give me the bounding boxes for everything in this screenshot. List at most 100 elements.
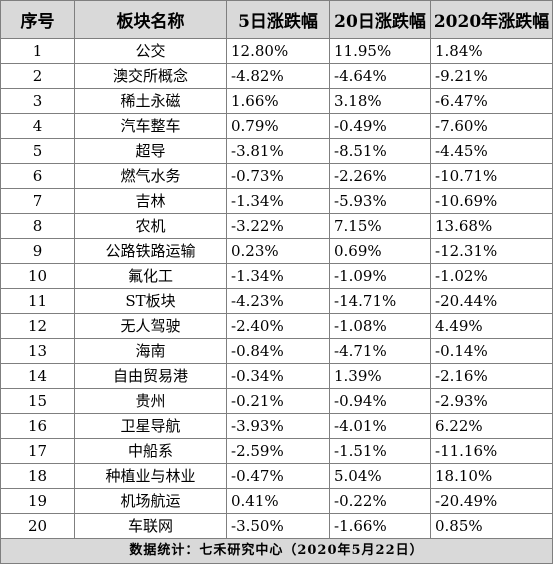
table-row: 8 农机 -3.22% 7.15% 13.68% [0, 213, 553, 239]
row-index: 18 [0, 463, 75, 489]
table-row: 12 无人驾驶 -2.40% -1.08% 4.49% [0, 313, 553, 339]
change-2020: 18.10% [430, 463, 553, 489]
sector-name: 车联网 [74, 513, 227, 539]
header-index: 序号 [0, 0, 75, 39]
sector-name: 无人驾驶 [74, 313, 227, 339]
table-row: 20 车联网 -3.50% -1.66% 0.85% [0, 513, 553, 539]
table-row: 3 稀土永磁 1.66% 3.18% -6.47% [0, 88, 553, 114]
table-row: 11 ST板块 -4.23% -14.71% -20.44% [0, 288, 553, 314]
change-2020: -10.71% [430, 163, 553, 189]
change-5d: -0.47% [226, 463, 330, 489]
table-row: 18 种植业与林业 -0.47% 5.04% 18.10% [0, 463, 553, 489]
table-row: 1 公交 12.80% 11.95% 1.84% [0, 38, 553, 64]
change-2020: -20.49% [430, 488, 553, 514]
sector-name: 超导 [74, 138, 227, 164]
data-source-note: 数据统计：七禾研究中心（2020年5月22日） [0, 538, 553, 564]
change-2020: -2.93% [430, 388, 553, 414]
change-5d: 0.23% [226, 238, 330, 264]
change-5d: 0.41% [226, 488, 330, 514]
header-row: 序号 板块名称 5日涨跌幅 20日涨跌幅 2020年涨跌幅 [0, 0, 553, 39]
change-5d: -3.22% [226, 213, 330, 239]
table-row: 14 自由贸易港 -0.34% 1.39% -2.16% [0, 363, 553, 389]
change-20d: -5.93% [329, 188, 431, 214]
row-index: 6 [0, 163, 75, 189]
sector-name: 稀土永磁 [74, 88, 227, 114]
change-5d: 1.66% [226, 88, 330, 114]
change-5d: -0.73% [226, 163, 330, 189]
change-5d: 12.80% [226, 38, 330, 64]
change-2020: -20.44% [430, 288, 553, 314]
change-20d: -2.26% [329, 163, 431, 189]
table-row: 10 氟化工 -1.34% -1.09% -1.02% [0, 263, 553, 289]
row-index: 11 [0, 288, 75, 314]
header-sector-name: 板块名称 [74, 0, 227, 39]
change-2020: 4.49% [430, 313, 553, 339]
change-5d: -2.59% [226, 438, 330, 464]
change-5d: -3.93% [226, 413, 330, 439]
row-index: 1 [0, 38, 75, 64]
change-2020: -4.45% [430, 138, 553, 164]
row-index: 5 [0, 138, 75, 164]
sector-name: ST板块 [74, 288, 227, 314]
change-5d: -3.50% [226, 513, 330, 539]
change-5d: -1.34% [226, 263, 330, 289]
change-5d: -0.84% [226, 338, 330, 364]
row-index: 16 [0, 413, 75, 439]
header-5d-change: 5日涨跌幅 [226, 0, 330, 39]
change-2020: -7.60% [430, 113, 553, 139]
footer-row: 数据统计：七禾研究中心（2020年5月22日） [0, 538, 553, 564]
sector-name: 卫星导航 [74, 413, 227, 439]
table-row: 5 超导 -3.81% -8.51% -4.45% [0, 138, 553, 164]
sector-name: 海南 [74, 338, 227, 364]
table-row: 13 海南 -0.84% -4.71% -0.14% [0, 338, 553, 364]
change-5d: -2.40% [226, 313, 330, 339]
header-2020-change: 2020年涨跌幅 [430, 0, 553, 39]
sector-name: 机场航运 [74, 488, 227, 514]
row-index: 10 [0, 263, 75, 289]
change-2020: 0.85% [430, 513, 553, 539]
change-20d: -14.71% [329, 288, 431, 314]
change-20d: -1.66% [329, 513, 431, 539]
change-2020: -6.47% [430, 88, 553, 114]
change-2020: -1.02% [430, 263, 553, 289]
change-20d: -1.08% [329, 313, 431, 339]
sector-name: 吉林 [74, 188, 227, 214]
change-20d: 11.95% [329, 38, 431, 64]
change-5d: -3.81% [226, 138, 330, 164]
change-5d: -1.34% [226, 188, 330, 214]
change-2020: -10.69% [430, 188, 553, 214]
sector-name: 氟化工 [74, 263, 227, 289]
table-row: 7 吉林 -1.34% -5.93% -10.69% [0, 188, 553, 214]
row-index: 2 [0, 63, 75, 89]
row-index: 12 [0, 313, 75, 339]
table-row: 6 燃气水务 -0.73% -2.26% -10.71% [0, 163, 553, 189]
change-20d: -4.01% [329, 413, 431, 439]
change-2020: -2.16% [430, 363, 553, 389]
change-20d: 7.15% [329, 213, 431, 239]
sector-name: 汽车整车 [74, 113, 227, 139]
row-index: 14 [0, 363, 75, 389]
change-20d: 0.69% [329, 238, 431, 264]
change-20d: -4.64% [329, 63, 431, 89]
row-index: 7 [0, 188, 75, 214]
table-row: 2 澳交所概念 -4.82% -4.64% -9.21% [0, 63, 553, 89]
change-20d: -1.09% [329, 263, 431, 289]
row-index: 3 [0, 88, 75, 114]
change-5d: -0.21% [226, 388, 330, 414]
change-20d: 3.18% [329, 88, 431, 114]
sector-name: 中船系 [74, 438, 227, 464]
change-20d: 5.04% [329, 463, 431, 489]
row-index: 20 [0, 513, 75, 539]
change-5d: -4.23% [226, 288, 330, 314]
row-index: 17 [0, 438, 75, 464]
change-2020: 1.84% [430, 38, 553, 64]
row-index: 4 [0, 113, 75, 139]
change-20d: -1.51% [329, 438, 431, 464]
change-2020: 13.68% [430, 213, 553, 239]
sector-name: 贵州 [74, 388, 227, 414]
change-2020: -11.16% [430, 438, 553, 464]
change-2020: -0.14% [430, 338, 553, 364]
row-index: 15 [0, 388, 75, 414]
change-5d: 0.79% [226, 113, 330, 139]
